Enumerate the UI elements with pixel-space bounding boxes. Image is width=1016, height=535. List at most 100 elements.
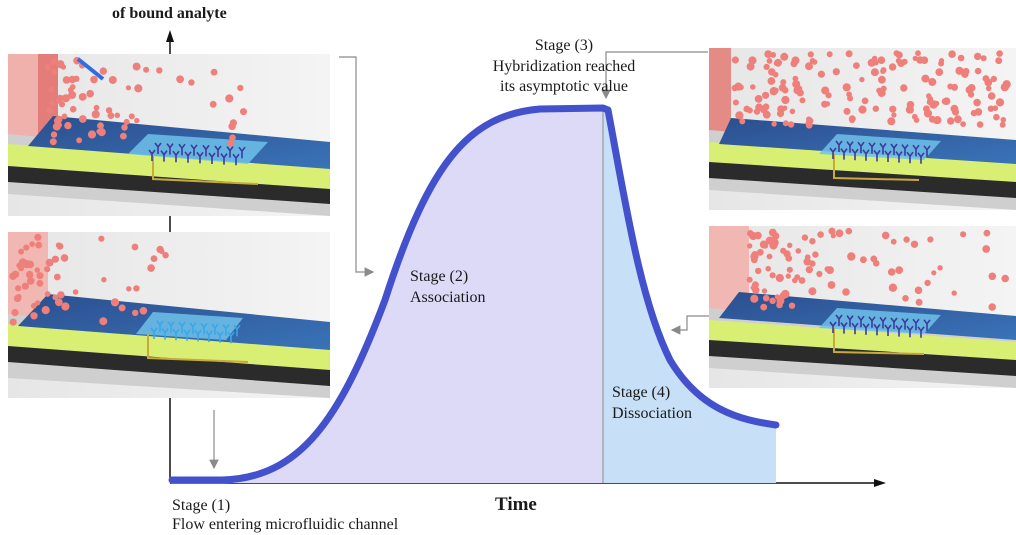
probe bbox=[220, 153, 228, 165]
analyte-particle bbox=[123, 118, 130, 125]
analyte-particle bbox=[817, 231, 824, 238]
analyte-particle bbox=[799, 97, 806, 104]
analyte-particle bbox=[931, 270, 937, 276]
probe bbox=[851, 148, 859, 161]
stage-2-title: Stage (2) bbox=[410, 268, 469, 285]
analyte-particle bbox=[162, 252, 169, 259]
stage-3-title: Stage (3) bbox=[534, 37, 594, 54]
analyte-particle bbox=[803, 257, 812, 266]
analyte-particle bbox=[18, 248, 25, 255]
analyte-particle bbox=[900, 84, 908, 92]
probe bbox=[923, 319, 931, 331]
analyte-particle bbox=[68, 91, 77, 99]
analyte-particle bbox=[952, 108, 959, 116]
analyte-particle bbox=[842, 288, 850, 296]
probe bbox=[829, 147, 837, 159]
probe bbox=[226, 146, 234, 158]
analyte-particle bbox=[746, 276, 753, 283]
probe bbox=[211, 323, 219, 335]
analyte-particle bbox=[732, 99, 739, 106]
analyte-particle bbox=[746, 62, 755, 71]
analyte-particle bbox=[759, 240, 768, 249]
analyte-particle bbox=[752, 286, 760, 294]
analyte-particle bbox=[765, 236, 774, 245]
probe bbox=[857, 141, 865, 154]
analyte-particle bbox=[785, 255, 793, 262]
mixed-probes bbox=[829, 314, 931, 338]
analyte-particle bbox=[895, 266, 904, 274]
analyte-particle bbox=[50, 68, 58, 76]
analyte-particle bbox=[11, 309, 19, 317]
analyte-particle bbox=[57, 291, 65, 299]
probe bbox=[917, 152, 925, 164]
analyte-particle bbox=[749, 231, 758, 241]
analyte-particles bbox=[9, 233, 169, 326]
analyte-particle bbox=[911, 113, 918, 120]
dissociation-region bbox=[603, 108, 776, 483]
analyte-particle bbox=[86, 89, 94, 98]
analyte-particle bbox=[914, 286, 923, 295]
analyte-particle bbox=[48, 86, 55, 93]
analyte-particle bbox=[90, 75, 98, 84]
analyte-particle bbox=[887, 117, 896, 126]
analyte-particle bbox=[935, 68, 944, 76]
analyte-particle bbox=[902, 295, 909, 302]
analyte-particle bbox=[937, 265, 943, 271]
analyte-particle bbox=[55, 242, 62, 248]
probe bbox=[183, 329, 191, 341]
analyte-particle bbox=[974, 67, 982, 75]
analyte-particle bbox=[108, 76, 117, 84]
analyte-particle bbox=[147, 264, 155, 272]
analyte-particle bbox=[858, 105, 867, 114]
analyte-particle bbox=[21, 282, 29, 290]
analyte-particle bbox=[928, 78, 937, 86]
analyte-particle bbox=[828, 227, 836, 235]
probe bbox=[923, 145, 931, 157]
analyte-particle bbox=[769, 272, 776, 279]
analyte-particle bbox=[996, 50, 1003, 57]
analyte-particle bbox=[830, 233, 836, 239]
probe bbox=[851, 322, 859, 335]
analyte-particle bbox=[801, 234, 809, 241]
analyte-particle bbox=[229, 134, 236, 141]
analyte-particle bbox=[35, 241, 43, 249]
analyte-particle bbox=[49, 138, 57, 146]
analyte-particle bbox=[877, 56, 886, 64]
arrow-to-stage-4 bbox=[670, 315, 709, 335]
probe bbox=[906, 325, 914, 338]
analyte-particle bbox=[51, 255, 60, 263]
probe bbox=[194, 329, 202, 342]
analyte-particle bbox=[776, 297, 785, 305]
analyte-particle bbox=[44, 266, 51, 273]
analyte-particle bbox=[903, 236, 910, 243]
analyte-particle bbox=[785, 273, 791, 279]
analyte-particle bbox=[805, 266, 813, 274]
analyte-particle bbox=[49, 100, 55, 106]
analyte-particle bbox=[824, 266, 831, 272]
analyte-particle bbox=[933, 116, 942, 125]
analyte-particle bbox=[887, 268, 896, 276]
analyte-particle bbox=[789, 108, 796, 115]
analyte-particle bbox=[762, 91, 770, 99]
analyte-particle bbox=[50, 58, 58, 66]
analyte-particle bbox=[921, 74, 930, 83]
analyte-particle bbox=[951, 290, 957, 296]
analyte-particle bbox=[798, 277, 806, 284]
analyte-particle bbox=[995, 57, 1003, 65]
analyte-particle bbox=[156, 67, 163, 74]
analyte-particle bbox=[973, 98, 981, 107]
analyte-particle bbox=[29, 241, 35, 247]
analyte-particle bbox=[805, 62, 813, 71]
analyte-particle bbox=[881, 231, 890, 240]
analyte-particle bbox=[52, 122, 61, 131]
arrow-to-stage-2 bbox=[339, 56, 375, 277]
analyte-particle bbox=[781, 95, 790, 105]
analyte-particle bbox=[983, 229, 991, 237]
analyte-particle bbox=[23, 244, 30, 251]
probe bbox=[862, 323, 870, 335]
analyte-particle bbox=[188, 79, 195, 86]
analyte-particle bbox=[845, 227, 853, 235]
probe bbox=[912, 318, 920, 331]
stage-3-illustration bbox=[709, 48, 1016, 210]
